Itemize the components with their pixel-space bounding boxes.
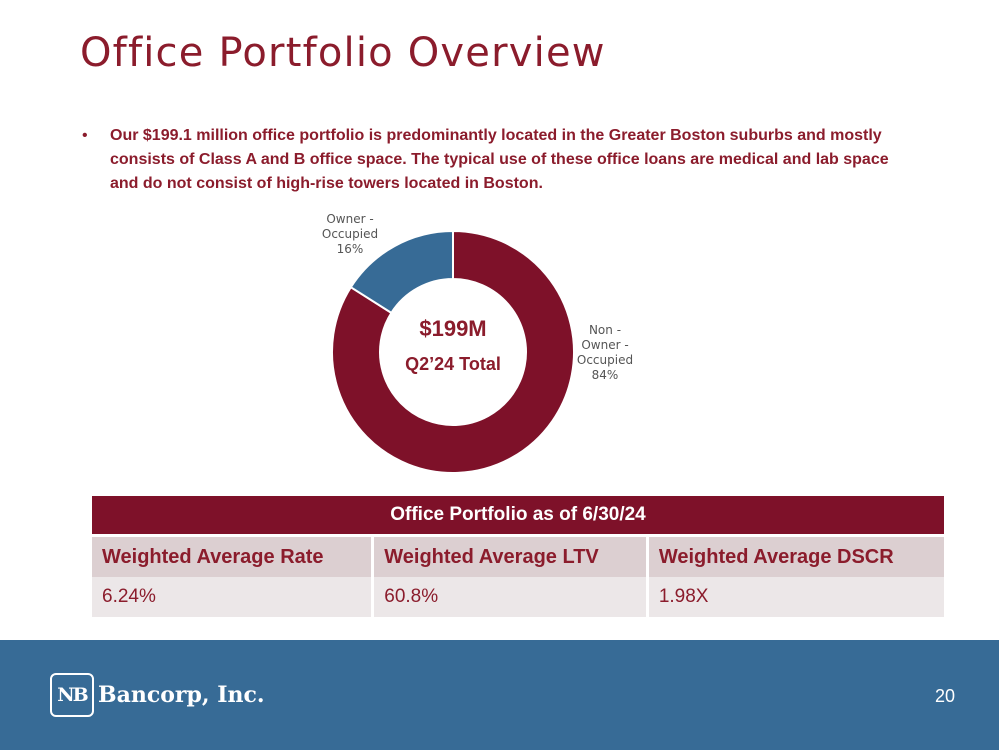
column-header-rate: Weighted Average Rate: [92, 534, 372, 577]
table-cell-ltv: 60.8%: [371, 577, 646, 617]
page-number: 20: [934, 686, 955, 706]
table-cell-dscr: 1.98X: [645, 577, 944, 617]
office-portfolio-table: Office Portfolio as of 6/30/24 Weighted …: [92, 496, 944, 617]
page-title: Office Portfolio Overview: [80, 30, 606, 76]
donut-slice-non-owner-occupied: [331, 229, 575, 474]
table-row: 6.24% 60.8% 1.98X: [92, 577, 944, 617]
logo-mark: NB: [50, 673, 94, 717]
slice-label-percent: 84%: [591, 368, 619, 382]
column-header-ltv: Weighted Average LTV: [371, 534, 646, 577]
table-cell-rate: 6.24%: [92, 577, 372, 617]
footer-bar: [0, 640, 999, 750]
table-header: Office Portfolio as of 6/30/24: [92, 496, 944, 534]
slice-label-percent: 16%: [336, 242, 364, 256]
company-logo: NB Bancorp, Inc.: [50, 670, 265, 720]
slice-label-line: Occupied: [576, 353, 634, 367]
slice-label-non-owner-occupied: Non - Owner - Occupied 84%: [555, 323, 655, 383]
slice-label-line: Occupied: [321, 227, 379, 241]
chart-center-label: Q2’24 Total: [405, 354, 501, 374]
slice-label-line: Owner -: [581, 338, 629, 352]
slice-label-line: Owner -: [326, 212, 374, 226]
slice-label-line: Non -: [588, 323, 622, 337]
bullet-text: Our $199.1 million office portfolio is p…: [110, 127, 889, 192]
table-header-row: Office Portfolio as of 6/30/24: [92, 496, 944, 534]
bullet-dot-icon: •: [82, 127, 88, 144]
bullet-point: • Our $199.1 million office portfolio is…: [82, 124, 912, 196]
slice-label-owner-occupied: Owner - Occupied 16%: [300, 212, 400, 257]
column-header-dscr: Weighted Average DSCR: [645, 534, 944, 577]
donut-slice-owner-occupied: [349, 229, 454, 315]
logo-text: Bancorp, Inc.: [98, 682, 265, 708]
chart-center-value: $199M: [419, 316, 487, 341]
table-column-row: Weighted Average Rate Weighted Average L…: [92, 534, 944, 577]
